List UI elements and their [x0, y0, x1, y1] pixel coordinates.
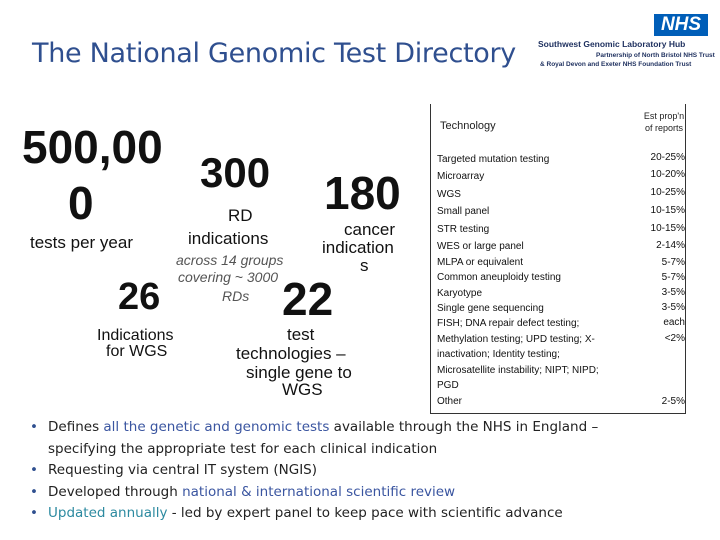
table-row-proportion: each — [663, 317, 685, 328]
table-row-technology-multi: FISH; DNA repair defect testing; Methyla… — [437, 316, 599, 394]
nhs-logo: NHS — [654, 14, 708, 36]
technologies-label-2: technologies – — [236, 344, 346, 363]
technologies-label: test — [287, 325, 315, 344]
table-row-technology: WES or large panel — [437, 241, 524, 252]
tests-per-year-value-cont: 0 — [68, 177, 94, 229]
rd-note-covering: covering ~ 3000 — [178, 269, 279, 285]
column-header-proportion: Est prop'n of reports — [640, 110, 688, 134]
technologies-label-4: WGS — [282, 380, 323, 399]
table-row-proportion: 2-14% — [656, 240, 685, 251]
table-row-proportion: 3-5% — [661, 302, 685, 313]
organisation-logo: NHS Southwest Genomic Laboratory Hub Par… — [538, 14, 715, 72]
table-row-proportion: 3-5% — [661, 287, 685, 298]
table-row-proportion: 10-25% — [650, 187, 685, 198]
bullet-text-continued: specifying the appropriate test for each… — [48, 440, 438, 457]
table-row-proportion: 5-7% — [661, 257, 685, 268]
cancer-indication-label-cont: s — [360, 256, 369, 275]
tests-per-year-label: tests per year — [30, 233, 133, 252]
column-header-technology: Technology — [440, 120, 496, 132]
multi-row-line: inactivation; Identity testing; — [437, 349, 560, 360]
bullet-item: Developed through national & internation… — [28, 482, 688, 504]
bullet-item: Defines all the genetic and genomic test… — [28, 417, 688, 460]
page-title: The National Genomic Test Directory — [32, 38, 516, 69]
logo-subtitle-1: Partnership of North Bristol NHS Trust — [596, 52, 715, 59]
bullet-text: Requesting via central IT system (NGIS) — [48, 462, 318, 478]
bullet-item: Requesting via central IT system (NGIS) — [28, 460, 688, 482]
table-row-proportion: 10-15% — [650, 205, 685, 216]
multi-row-line: PGD — [437, 380, 459, 391]
rd-label: RD — [228, 206, 253, 225]
table-row-proportion: <2% — [664, 333, 685, 344]
test-technologies-value: 22 — [282, 273, 334, 325]
table-row-technology: WGS — [437, 189, 461, 200]
rd-note-rds: RDs — [222, 288, 250, 304]
rd-indications-value: 300 — [200, 149, 271, 196]
bullet-highlight: all the genetic and genomic tests — [103, 419, 330, 435]
multi-row-line: Microsatellite instability; NIPT; NIPD; — [437, 364, 599, 376]
bullet-highlight: Updated annually — [48, 505, 168, 521]
column-header-proportion-line1: Est prop'n — [643, 111, 685, 121]
bullet-text: - led by expert panel to keep pace with … — [167, 505, 563, 521]
rd-note-groups: across 14 groups — [176, 252, 284, 268]
cancer-indication-label: indication — [322, 238, 394, 257]
rd-indications-label: indications — [188, 229, 269, 248]
table-row-technology: Other — [437, 396, 463, 407]
table-row-technology: Small panel — [437, 206, 490, 217]
table-row-technology: Karyotype — [437, 288, 483, 299]
table-row-technology: Microarray — [437, 171, 485, 182]
table-row-proportion: 10-20% — [650, 169, 685, 180]
logo-org-name: Southwest Genomic Laboratory Hub — [538, 39, 686, 49]
table-row-proportion: 20-25% — [650, 152, 685, 163]
cancer-indications-value: 180 — [324, 167, 401, 219]
multi-row-line: FISH; DNA repair defect testing; — [437, 318, 580, 329]
bullet-highlight: national & international scientific revi… — [182, 483, 456, 500]
technologies-label-3: single gene to — [246, 363, 352, 382]
bullet-text: Defines — [48, 419, 104, 435]
table-row-proportion: 10-15% — [650, 223, 685, 234]
multi-row-line: Methylation testing; UPD testing; X- — [437, 333, 595, 345]
technology-table — [430, 104, 686, 414]
wgs-indications-label-cont: for WGS — [106, 343, 168, 360]
table-row-technology: MLPA or equivalent — [437, 257, 523, 268]
cancer-label: cancer — [344, 220, 396, 239]
bullet-list: Defines all the genetic and genomic test… — [28, 417, 688, 525]
table-row-technology: STR testing — [437, 224, 490, 235]
column-header-proportion-line2: of reports — [644, 123, 684, 133]
wgs-indications-label: Indications — [97, 327, 174, 344]
table-row-technology: Common aneuploidy testing — [437, 272, 561, 283]
table-row-proportion: 2-5% — [661, 396, 685, 407]
table-row-technology: Single gene sequencing — [437, 303, 544, 314]
logo-subtitle-2: & Royal Devon and Exeter NHS Foundation … — [540, 61, 692, 68]
wgs-indications-value: 26 — [118, 276, 161, 318]
bullet-item: Updated annually - led by expert panel t… — [28, 503, 688, 525]
bullet-text: Developed through — [48, 483, 183, 500]
table-row-technology: Targeted mutation testing — [437, 154, 550, 165]
bullet-text: available through the NHS in England – — [329, 419, 599, 435]
tests-per-year-value: 500,00 — [22, 121, 163, 173]
table-row-proportion: 5-7% — [661, 272, 685, 283]
